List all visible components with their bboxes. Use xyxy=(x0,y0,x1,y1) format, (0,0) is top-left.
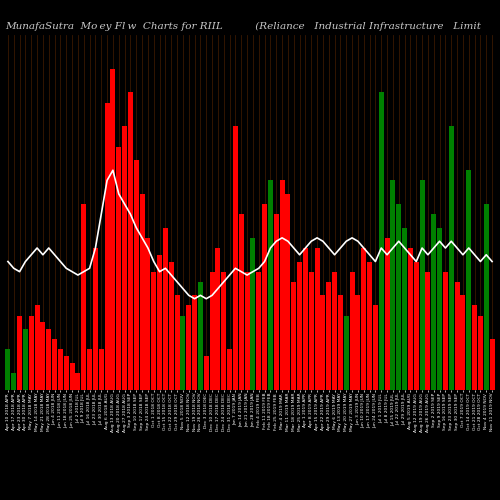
Bar xyxy=(192,296,197,390)
Bar xyxy=(490,340,494,390)
Bar xyxy=(146,238,150,390)
Bar xyxy=(303,248,308,390)
Bar xyxy=(140,194,144,390)
Bar xyxy=(82,204,86,390)
Bar xyxy=(244,272,250,390)
Bar xyxy=(432,214,436,390)
Bar xyxy=(338,296,343,390)
Bar xyxy=(222,272,226,390)
Bar xyxy=(87,350,92,390)
Text: MunafaSutra  Mo ey Fl w  Charts for RIIL          (Reliance   Industrial Infrast: MunafaSutra Mo ey Fl w Charts for RIIL (… xyxy=(5,22,481,32)
Bar xyxy=(420,180,424,390)
Bar xyxy=(460,296,466,390)
Bar xyxy=(367,262,372,390)
Bar xyxy=(286,194,290,390)
Bar xyxy=(396,204,401,390)
Bar xyxy=(297,262,302,390)
Bar xyxy=(198,282,203,390)
Bar xyxy=(309,272,314,390)
Bar xyxy=(344,316,348,390)
Bar xyxy=(128,92,133,390)
Bar xyxy=(169,262,173,390)
Bar xyxy=(227,350,232,390)
Bar xyxy=(116,146,121,390)
Bar xyxy=(52,340,57,390)
Bar xyxy=(99,350,103,390)
Bar xyxy=(46,329,51,390)
Bar xyxy=(362,248,366,390)
Bar xyxy=(250,238,256,390)
Bar xyxy=(449,126,454,390)
Bar xyxy=(210,272,214,390)
Bar xyxy=(34,306,40,390)
Bar xyxy=(379,92,384,390)
Bar xyxy=(402,228,407,390)
Bar xyxy=(23,329,28,390)
Bar xyxy=(239,214,244,390)
Bar xyxy=(70,363,74,390)
Bar xyxy=(12,373,16,390)
Bar xyxy=(152,272,156,390)
Bar xyxy=(122,126,127,390)
Bar xyxy=(186,306,191,390)
Bar xyxy=(466,170,471,390)
Bar xyxy=(134,160,138,390)
Bar xyxy=(216,248,220,390)
Bar xyxy=(93,248,98,390)
Bar xyxy=(17,316,22,390)
Bar xyxy=(426,272,430,390)
Bar xyxy=(320,296,326,390)
Bar xyxy=(350,272,354,390)
Bar xyxy=(326,282,331,390)
Bar xyxy=(40,322,46,390)
Bar xyxy=(332,272,337,390)
Bar xyxy=(29,316,34,390)
Bar xyxy=(356,296,360,390)
Bar xyxy=(256,272,261,390)
Bar xyxy=(268,180,273,390)
Bar xyxy=(454,282,460,390)
Bar xyxy=(408,248,413,390)
Bar xyxy=(274,214,278,390)
Bar xyxy=(204,356,208,390)
Bar xyxy=(58,350,63,390)
Bar xyxy=(292,282,296,390)
Bar xyxy=(110,69,116,390)
Bar xyxy=(163,228,168,390)
Bar xyxy=(280,180,284,390)
Bar xyxy=(478,316,483,390)
Bar xyxy=(104,102,110,390)
Bar xyxy=(64,356,68,390)
Bar xyxy=(233,126,238,390)
Bar xyxy=(472,306,477,390)
Bar xyxy=(373,306,378,390)
Bar xyxy=(76,373,80,390)
Bar xyxy=(157,255,162,390)
Bar xyxy=(414,262,418,390)
Bar xyxy=(174,296,180,390)
Bar xyxy=(390,180,396,390)
Bar xyxy=(437,228,442,390)
Bar xyxy=(384,238,390,390)
Bar xyxy=(262,204,267,390)
Bar xyxy=(180,316,186,390)
Bar xyxy=(6,350,10,390)
Bar xyxy=(314,248,320,390)
Bar xyxy=(443,272,448,390)
Bar xyxy=(484,204,488,390)
